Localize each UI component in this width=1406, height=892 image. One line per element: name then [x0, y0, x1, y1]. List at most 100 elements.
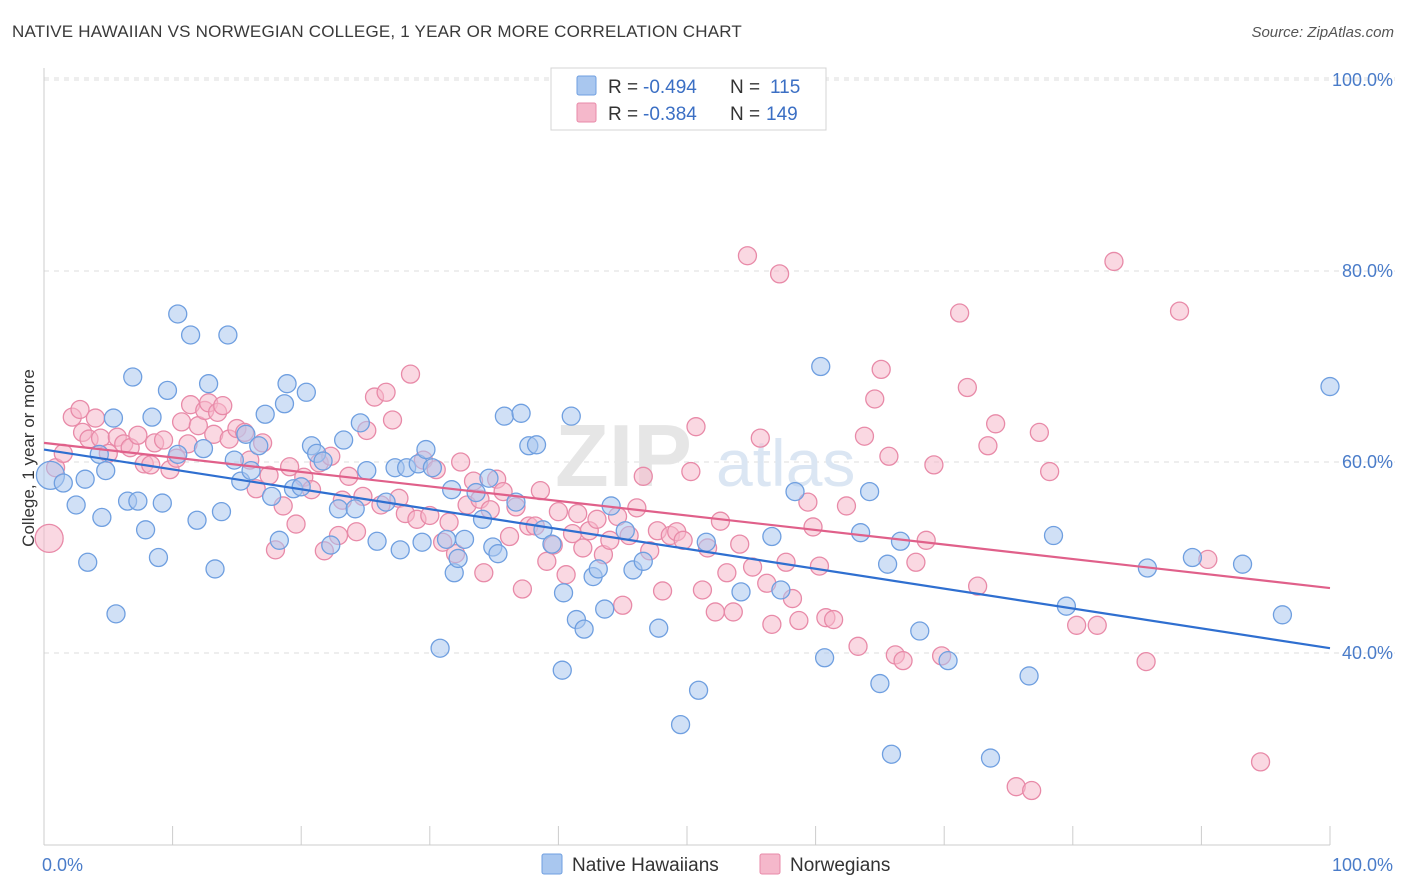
- native-hawaiian-point-6: [92, 507, 112, 528]
- legend-n-value-pink: 149: [766, 104, 798, 125]
- native-hawaiian-point-91: [696, 532, 716, 552]
- legend-r-value-pink: -0.384: [643, 104, 697, 125]
- norwegian-point-119: [798, 492, 818, 512]
- native-hawaiian-point-7: [96, 460, 116, 481]
- legend-n-value-blue: 115: [770, 77, 800, 98]
- native-hawaiian-point-98: [850, 523, 871, 543]
- norwegian-point-134: [924, 455, 944, 475]
- y-tick-label-80: 80.0%: [1342, 261, 1393, 281]
- norwegian-point-125: [848, 636, 868, 656]
- native-hawaiian-point-92: [731, 582, 751, 602]
- native-hawaiian-point-20: [180, 325, 201, 345]
- legend-box: [550, 67, 827, 131]
- norwegian-point-79: [537, 551, 557, 571]
- native-hawaiian-point-33: [261, 486, 282, 507]
- norwegian-point-118: [789, 610, 809, 631]
- norwegian-point-145: [1067, 615, 1087, 635]
- norwegian-point-107: [717, 563, 737, 583]
- native-hawaiian-point-9: [106, 604, 126, 624]
- norwegian-point-85: [573, 538, 593, 558]
- native-hawaiian-point-44: [328, 499, 349, 519]
- y-axis-title: College, 1 year or more: [19, 369, 38, 547]
- native-hawaiian-point-93: [762, 526, 782, 547]
- native-hawaiian-point-3: [75, 469, 95, 489]
- norwegian-point-137: [957, 377, 977, 398]
- watermark: ZIP atlas: [555, 406, 855, 505]
- native-hawaiian-point-76: [553, 583, 574, 603]
- native-hawaiian-point-58: [430, 638, 450, 658]
- native-hawaiian-point-107: [1019, 666, 1039, 686]
- native-hawaiian-point-75: [542, 534, 562, 554]
- norwegian-point-103: [692, 580, 713, 600]
- native-hawaiian-point-68: [488, 544, 508, 564]
- legend-r-label-blue: R =: [608, 77, 638, 98]
- norwegian-point-120: [803, 517, 823, 537]
- native-hawaiian-point-38: [291, 477, 311, 497]
- norwegian-point-138: [967, 576, 988, 596]
- norwegian-point-39: [286, 514, 306, 534]
- native-hawaiian-point-24: [205, 559, 225, 579]
- norwegian-point-81: [548, 502, 569, 522]
- native-hawaiian-point-73: [526, 435, 547, 455]
- trend-lines: [43, 441, 1331, 650]
- norwegian-point-101: [681, 461, 701, 482]
- native-hawaiian-point-104: [910, 621, 930, 641]
- norwegian-point-127: [865, 389, 885, 409]
- legend-swatch-blue: [576, 75, 597, 96]
- norwegian-point-115: [769, 264, 790, 284]
- native-hawaiian-point-23: [198, 374, 219, 394]
- native-hawaiian-point-36: [277, 374, 297, 394]
- native-hawaiian-point-80: [574, 619, 594, 639]
- norwegian-point-139: [978, 436, 998, 456]
- native-hawaiian-point-113: [1272, 605, 1293, 625]
- native-hawaiian-point-8: [103, 408, 124, 428]
- norwegian-point-93: [627, 498, 647, 518]
- native-hawaiian-point-30: [241, 460, 261, 481]
- native-hawaiian-point-22: [193, 438, 214, 459]
- norwegian-point-146: [1087, 615, 1107, 635]
- native-hawaiian-point-99: [859, 481, 880, 502]
- native-hawaiian-point-62: [448, 548, 468, 569]
- native-hawaiian-point-112: [1232, 554, 1253, 574]
- norwegian-point-142: [1021, 780, 1042, 801]
- norwegian-point-136: [949, 303, 970, 323]
- norwegian-point-97: [652, 581, 673, 601]
- native-hawaiians-trend-line: [43, 448, 1331, 650]
- norwegians-trend-line: [43, 441, 1331, 590]
- norwegian-point-4: [70, 399, 90, 420]
- norwegian-point-106: [710, 511, 731, 531]
- norwegian-point-75: [512, 579, 533, 599]
- native-hawaiian-point-34: [269, 530, 289, 550]
- legend-n-label-pink: N =: [730, 104, 760, 125]
- legend-n-label-blue: N =: [730, 77, 760, 98]
- native-hawaiian-point-77: [552, 660, 572, 680]
- correlation-legend: R = -0.494 N = 115 R = -0.384 N = 149: [550, 67, 827, 131]
- norwegian-point-132: [906, 552, 926, 572]
- native-hawaiian-point-47: [350, 413, 371, 433]
- x-tick-label-max: 100.0%: [1332, 855, 1393, 875]
- norwegian-point-28: [213, 396, 233, 416]
- native-hawaiian-point-97: [811, 356, 831, 377]
- norwegian-point-13: [128, 425, 148, 445]
- native-hawaiian-point-45: [333, 430, 354, 450]
- norwegian-point-94: [633, 466, 653, 486]
- native-hawaiian-point-114: [1320, 376, 1340, 397]
- norwegian-point-123: [823, 609, 844, 630]
- native-hawaiian-point-27: [224, 450, 244, 470]
- native-hawaiian-point-11: [123, 367, 143, 387]
- native-hawaiian-point-31: [249, 436, 269, 456]
- native-hawaiian-point-102: [881, 744, 902, 764]
- norwegian-point-128: [871, 359, 891, 380]
- native-hawaiian-point-4: [78, 552, 98, 572]
- norwegian-point-108: [723, 602, 743, 622]
- y-tick-label-60: 60.0%: [1342, 452, 1393, 472]
- native-hawaiian-point-32: [255, 404, 275, 424]
- native-hawaiian-point-95: [785, 481, 805, 502]
- native-hawaiian-point-52: [390, 540, 410, 560]
- norwegian-point-148: [1136, 651, 1156, 672]
- norwegian-point-129: [879, 446, 899, 466]
- bottom-legend-label-native-hawaiians: Native Hawaiians: [572, 855, 719, 876]
- y-axis-tick-labels: 40.0% 60.0% 80.0% 100.0%: [1332, 70, 1393, 663]
- native-hawaiian-point-85: [615, 521, 635, 541]
- norwegian-point-53: [376, 382, 396, 402]
